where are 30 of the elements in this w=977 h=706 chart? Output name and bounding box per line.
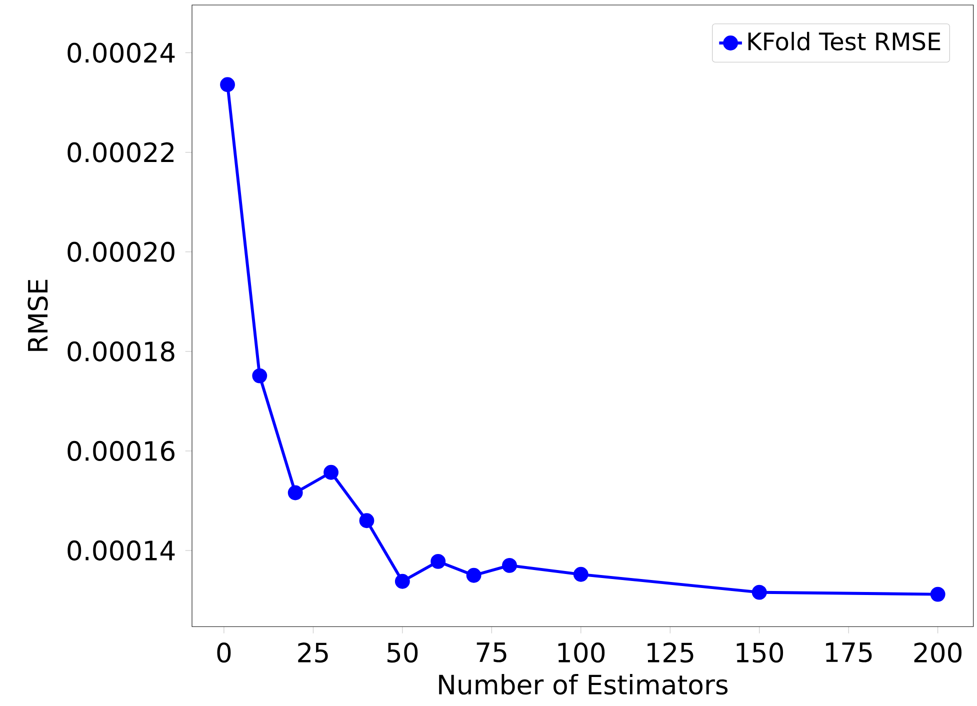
point xyxy=(573,566,588,582)
y-tick-label: 0.00018 xyxy=(68,341,174,362)
x-tick-label: 50 xyxy=(388,642,418,663)
point xyxy=(930,586,946,602)
point xyxy=(220,77,235,92)
x-tick-label: 25 xyxy=(298,642,328,663)
x-tick-label: 200 xyxy=(914,642,962,663)
point xyxy=(288,485,303,500)
point xyxy=(430,554,446,569)
y-tick-label: 0.00020 xyxy=(68,242,174,262)
x-tick-label: 150 xyxy=(736,642,784,663)
point xyxy=(359,513,374,528)
point xyxy=(252,368,268,384)
y-axis-title: RMSE xyxy=(28,280,48,351)
legend-label: KFold Test RMSE xyxy=(748,32,940,50)
y-tick-label: 0.00022 xyxy=(68,142,174,162)
point xyxy=(752,584,767,600)
y-tick-label: 0.00024 xyxy=(68,42,175,63)
x-tick-label: 0 xyxy=(217,642,231,663)
x-tick-label: 100 xyxy=(558,642,605,663)
x-axis-title: Number of Estimators xyxy=(439,674,728,695)
point xyxy=(324,464,338,480)
y-tick-label: 0.00016 xyxy=(68,440,174,462)
y-tick-label: 0.00014 xyxy=(68,540,175,561)
point xyxy=(466,568,482,583)
point xyxy=(502,558,517,573)
point xyxy=(394,574,410,589)
x-tick-label: 75 xyxy=(476,642,506,662)
x-tick-label: 125 xyxy=(648,642,694,663)
x-tick-label: 175 xyxy=(826,642,872,662)
